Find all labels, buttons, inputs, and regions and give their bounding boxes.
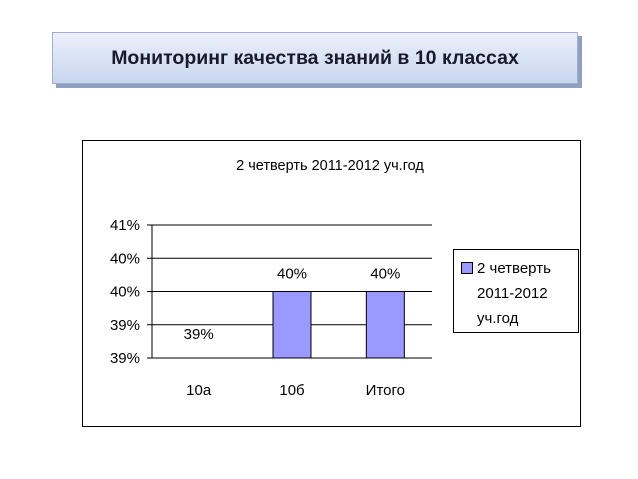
data-label: 40% (370, 266, 400, 283)
slide-title-banner: Мониторинг качества знаний в 10 классах (52, 32, 578, 84)
y-tick-label: 39% (110, 350, 140, 367)
x-tick-label: 10а (186, 382, 212, 399)
chart-title: 2 четверть 2011-2012 уч.год (236, 158, 424, 174)
y-tick-label: 40% (110, 284, 140, 301)
legend-label: 2 четверть 2011-2012 уч.год (477, 260, 551, 327)
bar (365, 291, 405, 359)
y-tick-label: 41% (110, 217, 140, 234)
y-tick-label: 39% (110, 317, 140, 334)
y-tick-label: 40% (110, 250, 140, 267)
slide-title: Мониторинг качества знаний в 10 классах (111, 46, 519, 69)
x-tick-label: 10б (279, 382, 304, 399)
x-tick-label: Итого (366, 382, 405, 399)
legend-swatch (461, 262, 473, 274)
data-label: 39% (184, 326, 214, 343)
bar (272, 291, 312, 359)
data-label: 40% (277, 266, 307, 283)
chart-legend: 2 четверть 2011-2012 уч.год (453, 249, 579, 333)
